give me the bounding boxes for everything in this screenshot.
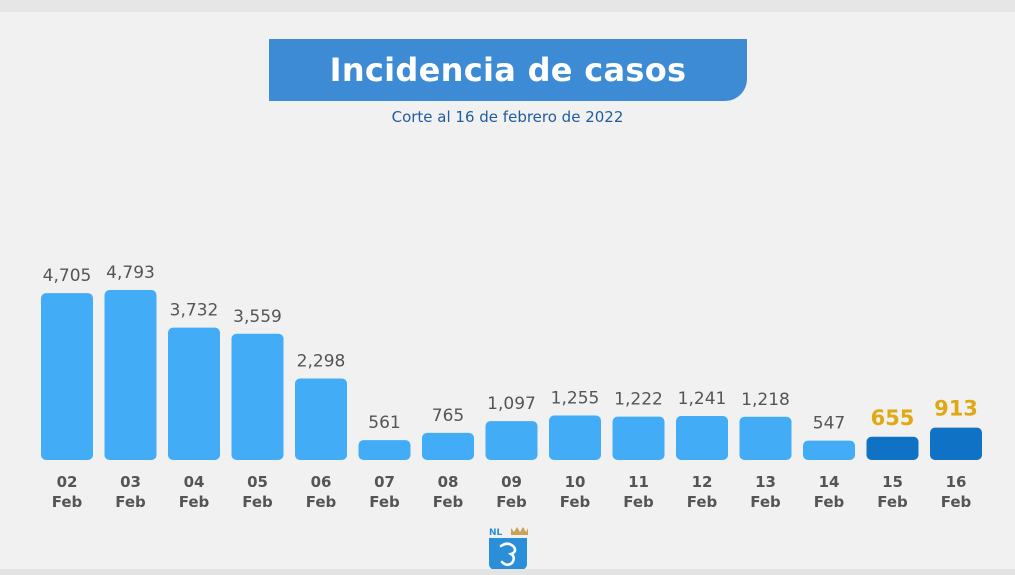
data-label: 1,097 bbox=[487, 394, 536, 414]
x-tick-label-month: Feb bbox=[687, 493, 718, 511]
x-tick-label-day: 03 bbox=[120, 473, 141, 491]
x-tick-label-day: 15 bbox=[882, 473, 903, 491]
bar bbox=[168, 327, 220, 460]
x-tick-label-month: Feb bbox=[242, 493, 273, 511]
bar bbox=[866, 436, 919, 460]
data-label: 1,255 bbox=[551, 388, 600, 408]
bar bbox=[676, 415, 728, 460]
x-tick-label-day: 10 bbox=[565, 473, 586, 491]
x-tick-label-month: Feb bbox=[306, 493, 337, 511]
data-label: 1,222 bbox=[614, 390, 663, 410]
x-tick-label-day: 11 bbox=[628, 473, 649, 491]
x-tick-label-day: 05 bbox=[247, 473, 268, 491]
bar bbox=[930, 427, 982, 460]
x-tick-label-day: 14 bbox=[819, 473, 840, 491]
data-label: 765 bbox=[432, 406, 464, 426]
top-strip bbox=[0, 0, 1015, 12]
bar bbox=[41, 293, 93, 460]
data-label: 913 bbox=[934, 397, 978, 421]
bar bbox=[358, 440, 411, 460]
bar bbox=[612, 416, 665, 460]
data-label: 547 bbox=[813, 414, 845, 434]
data-label: 1,218 bbox=[741, 390, 790, 410]
data-label: 3,732 bbox=[170, 301, 219, 321]
logo-text: NL bbox=[489, 528, 503, 538]
bar bbox=[549, 415, 601, 460]
x-tick-label-day: 08 bbox=[438, 473, 459, 491]
data-label: 1,241 bbox=[678, 389, 727, 409]
x-tick-label-month: Feb bbox=[623, 493, 654, 511]
bar bbox=[485, 421, 538, 460]
data-label: 4,793 bbox=[106, 263, 155, 283]
x-tick-label-day: 02 bbox=[57, 473, 78, 491]
x-tick-label-month: Feb bbox=[496, 493, 527, 511]
x-tick-label-day: 13 bbox=[755, 473, 776, 491]
crown-shield-logo-icon: NL bbox=[489, 527, 528, 573]
x-tick-label-month: Feb bbox=[560, 493, 591, 511]
chart-title: Incidencia de casos bbox=[329, 51, 687, 89]
x-tick-label-day: 06 bbox=[311, 473, 332, 491]
data-label: 2,298 bbox=[297, 351, 346, 371]
x-tick-label-month: Feb bbox=[369, 493, 400, 511]
data-label: 561 bbox=[368, 413, 400, 433]
x-tick-label-month: Feb bbox=[941, 493, 972, 511]
bar bbox=[422, 432, 474, 460]
x-tick-label-month: Feb bbox=[814, 493, 845, 511]
x-tick-label-month: Feb bbox=[750, 493, 781, 511]
x-tick-label-day: 07 bbox=[374, 473, 395, 491]
data-label: 4,705 bbox=[43, 266, 92, 286]
x-tick-label-day: 12 bbox=[692, 473, 713, 491]
x-tick-label-day: 04 bbox=[184, 473, 205, 491]
x-tick-label-month: Feb bbox=[433, 493, 464, 511]
bottom-strip bbox=[0, 569, 1015, 575]
x-tick-label-day: 16 bbox=[946, 473, 967, 491]
chart-subtitle: Corte al 16 de febrero de 2022 bbox=[391, 108, 624, 126]
bar bbox=[104, 290, 157, 460]
bar bbox=[231, 333, 284, 460]
bar bbox=[739, 416, 792, 460]
bar bbox=[295, 378, 347, 460]
x-tick-label-month: Feb bbox=[179, 493, 210, 511]
x-tick-label-month: Feb bbox=[52, 493, 83, 511]
x-tick-label-month: Feb bbox=[115, 493, 146, 511]
title-banner: Incidencia de casos bbox=[269, 39, 747, 101]
data-label: 3,559 bbox=[233, 307, 282, 327]
bar bbox=[803, 440, 855, 460]
x-tick-label-month: Feb bbox=[877, 493, 908, 511]
x-tick-label-day: 09 bbox=[501, 473, 522, 491]
data-label: 655 bbox=[871, 406, 915, 430]
